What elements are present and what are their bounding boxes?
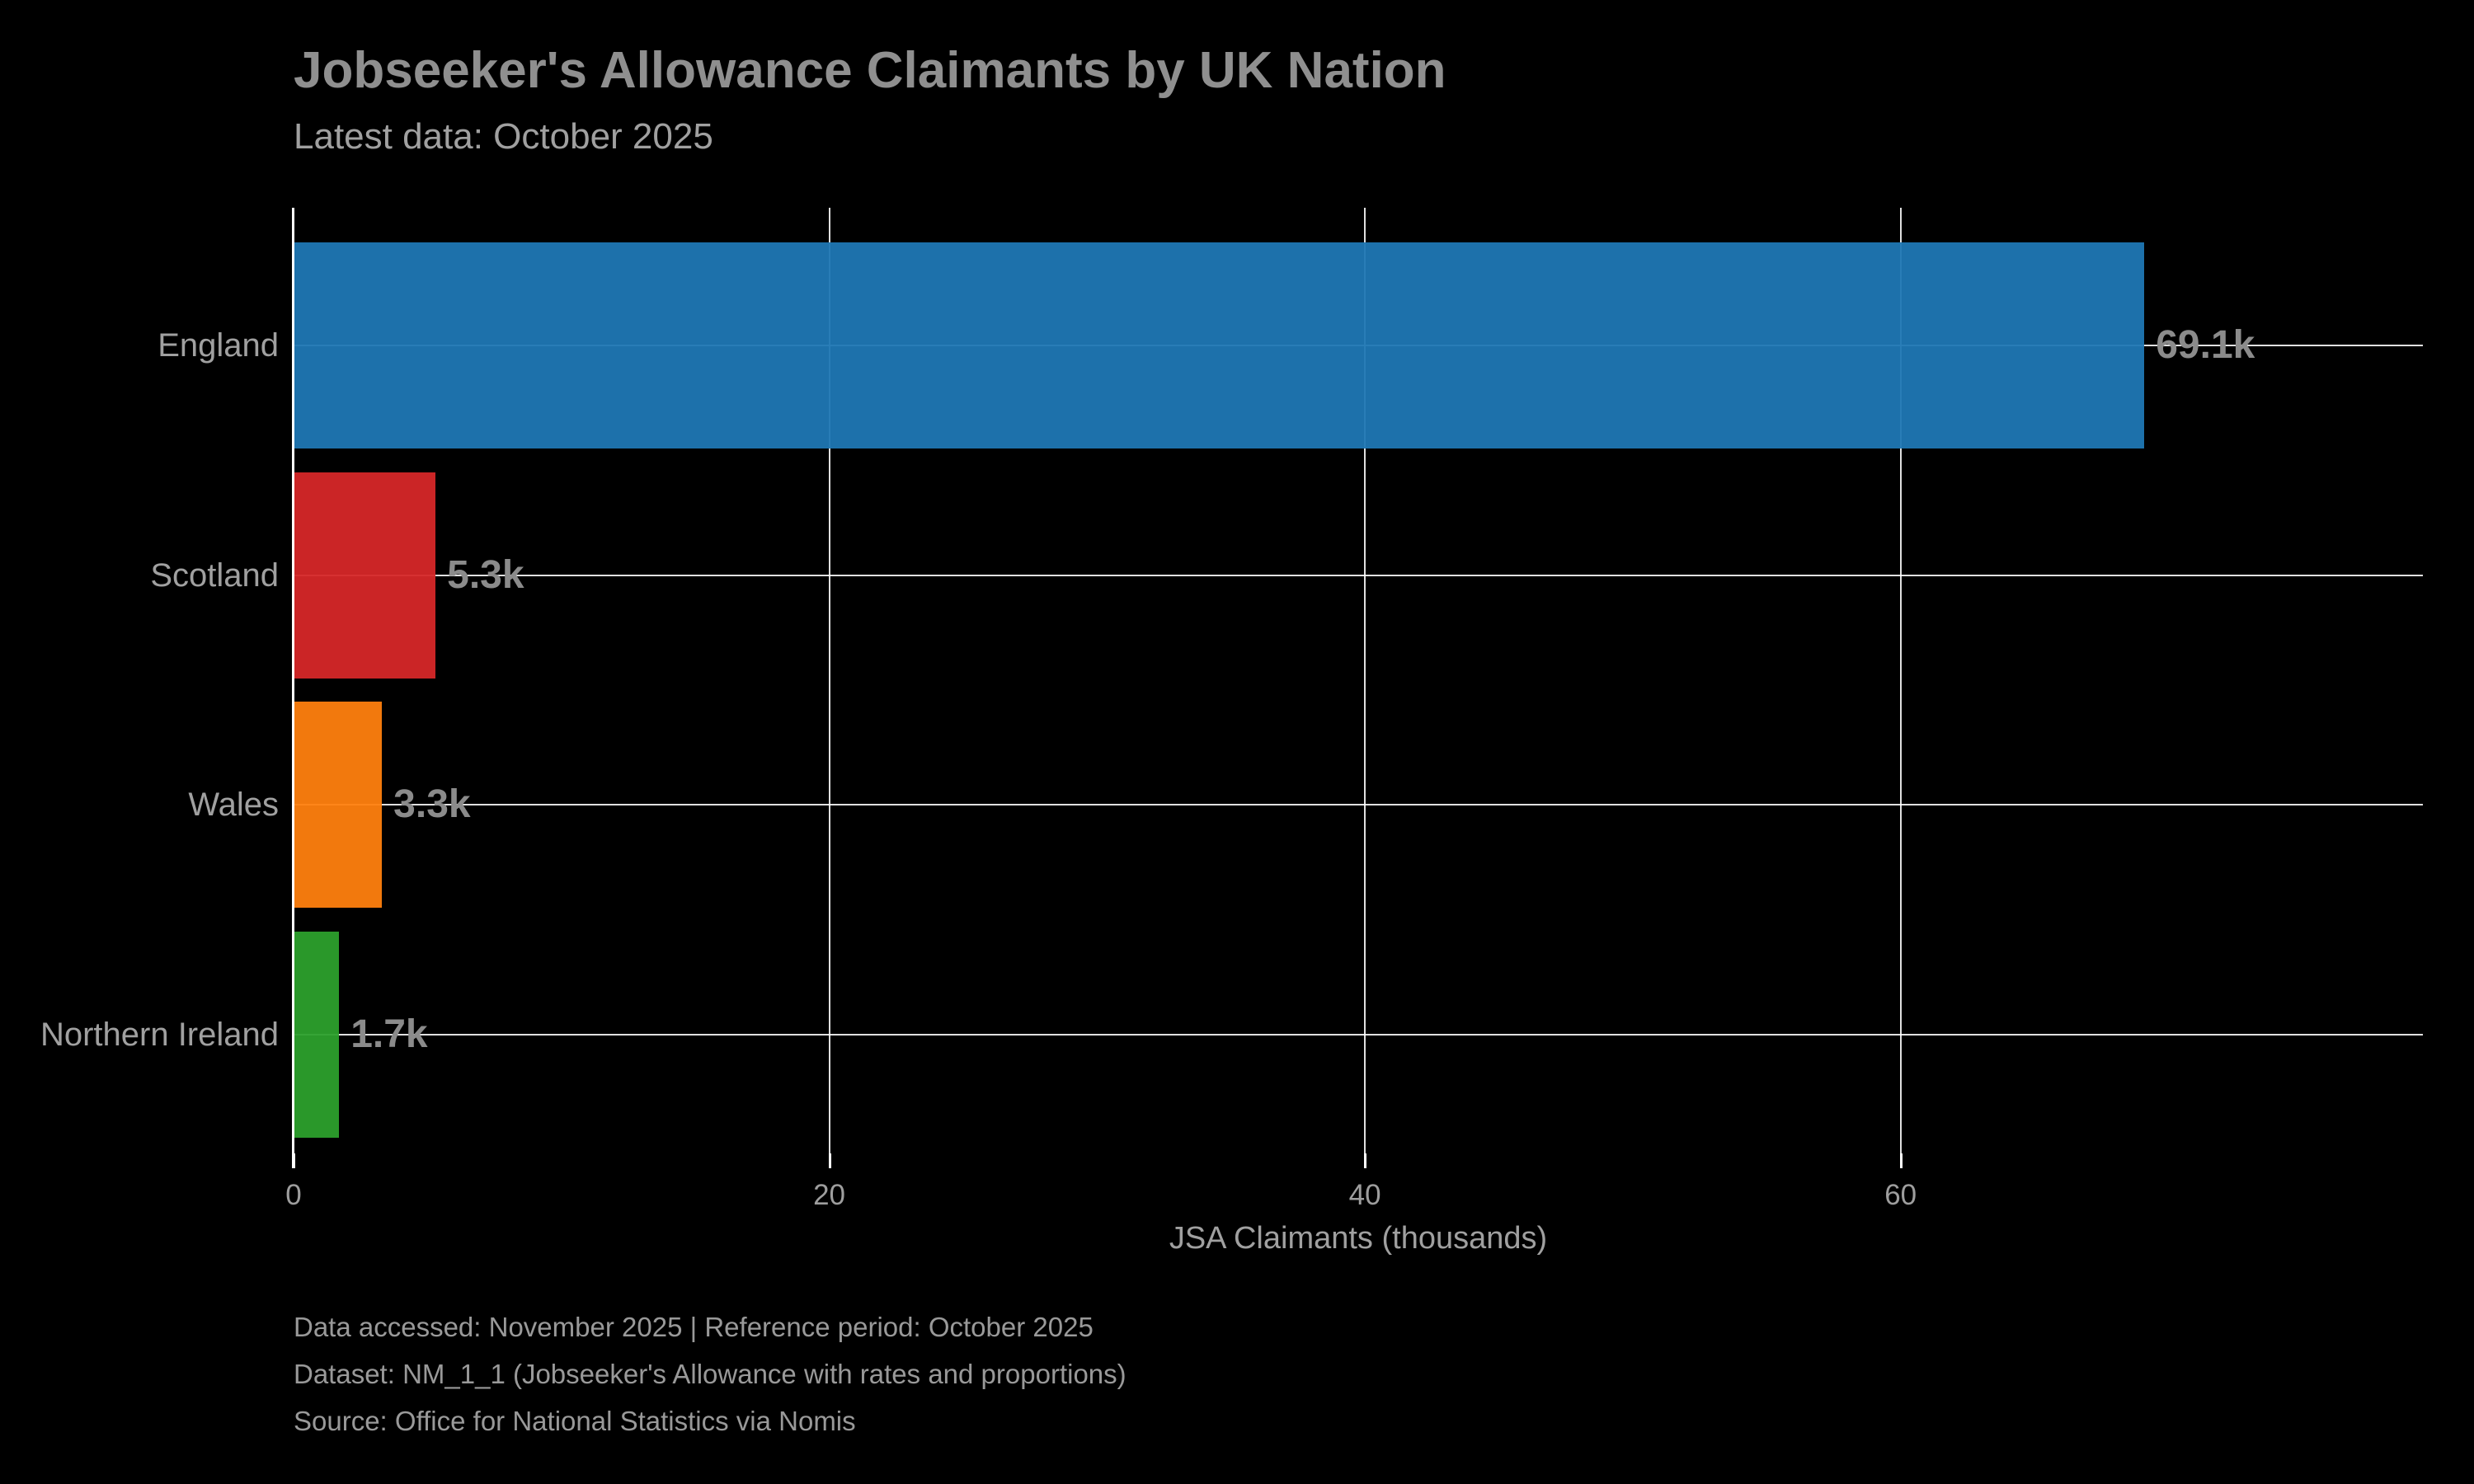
chart-footer: Data accessed: November 2025 | Reference…: [294, 1303, 1126, 1444]
y-gridline-northern-ireland: [294, 1033, 2423, 1036]
x-axis-label: JSA Claimants (thousands): [1169, 1221, 1548, 1256]
x-tick-label-20: 20: [813, 1179, 846, 1211]
value-label-wales: 3.3k: [393, 782, 471, 826]
x-tick-60: [1899, 1153, 1903, 1168]
plot-area: [293, 208, 2423, 1168]
footer-line-accessed: Data accessed: November 2025 | Reference…: [294, 1312, 1094, 1342]
x-tick-label-40: 40: [1348, 1179, 1381, 1211]
x-tick-20: [828, 1153, 831, 1168]
chart-title: Jobseeker's Allowance Claimants by UK Na…: [294, 42, 1446, 99]
y-gridline-scotland: [294, 574, 2423, 576]
bar-scotland: [294, 472, 436, 679]
category-label-england: England: [158, 327, 279, 364]
value-label-northern-ireland: 1.7k: [350, 1012, 428, 1056]
x-tick-label-0: 0: [285, 1179, 302, 1211]
category-label-scotland: Scotland: [150, 556, 279, 594]
x-gridline-40: [1364, 208, 1366, 1153]
footer-line-source: Source: Office for National Statistics v…: [294, 1406, 856, 1436]
bar-wales: [294, 702, 383, 908]
y-axis-spine: [292, 208, 294, 1168]
bar-england: [294, 242, 2145, 448]
chart-subtitle: Latest data: October 2025: [294, 116, 713, 157]
y-gridline-wales: [294, 804, 2423, 805]
footer-line-dataset: Dataset: NM_1_1 (Jobseeker's Allowance w…: [294, 1359, 1126, 1389]
x-gridline-20: [828, 208, 830, 1153]
value-label-england: 69.1k: [2156, 323, 2255, 367]
bar-northern-ireland: [294, 931, 340, 1138]
x-tick-label-60: 60: [1884, 1179, 1917, 1211]
x-tick-40: [1364, 1153, 1367, 1168]
category-label-northern-ireland: Northern Ireland: [40, 1016, 279, 1053]
category-label-wales: Wales: [188, 787, 279, 823]
x-gridline-60: [1899, 208, 1902, 1153]
value-label-scotland: 5.3k: [447, 552, 524, 597]
